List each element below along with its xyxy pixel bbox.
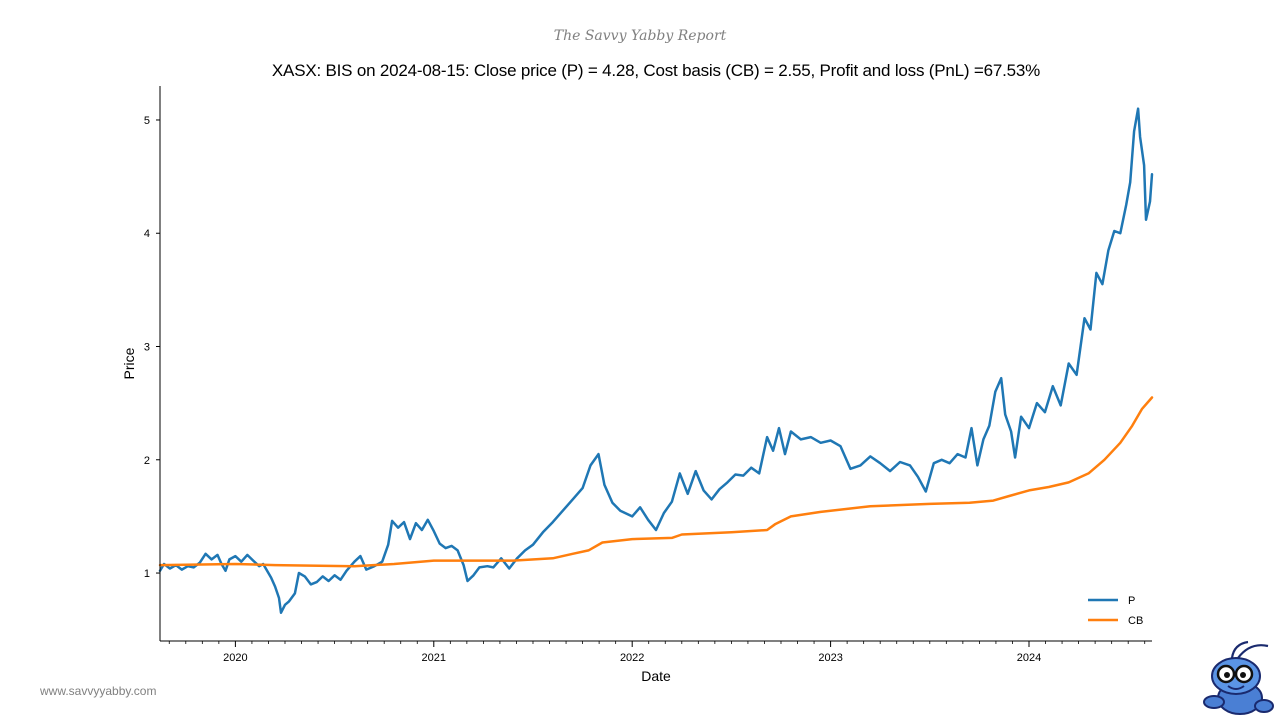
- x-tick-label: 2023: [818, 652, 842, 664]
- x-tick-label: 2021: [422, 652, 446, 664]
- website-url: www.savvyyabby.com: [40, 684, 157, 698]
- chart-legend: P CB: [1088, 595, 1143, 627]
- y-axis-label: Price: [121, 347, 137, 379]
- x-tick-label: 2020: [223, 652, 247, 664]
- y-axis-ticks: 1 2 3 4 5: [144, 115, 160, 580]
- legend-label-p: P: [1128, 595, 1135, 607]
- y-tick-label: 5: [144, 115, 150, 127]
- y-tick-label: 3: [144, 342, 150, 354]
- yabby-mascot-icon: [1203, 640, 1274, 715]
- y-tick-label: 4: [144, 228, 150, 240]
- x-axis-ticks: 2020 2021 2022 2023 2024: [223, 641, 1041, 664]
- site-header: The Savvy Yabby Report: [553, 28, 727, 44]
- series-layer: [158, 107, 1154, 614]
- x-tick-label: 2024: [1017, 652, 1041, 664]
- legend-label-cb: CB: [1128, 615, 1143, 627]
- y-tick-label: 2: [144, 455, 150, 467]
- x-axis-minor-ticks: [168, 641, 1146, 644]
- x-axis-label: Date: [641, 668, 671, 684]
- series-line-cb: [158, 396, 1154, 568]
- x-tick-label: 2022: [620, 652, 644, 664]
- y-tick-label: 1: [144, 568, 150, 580]
- chart-title: XASX: BIS on 2024-08-15: Close price (P)…: [271, 61, 1041, 80]
- series-line-p: [158, 107, 1154, 614]
